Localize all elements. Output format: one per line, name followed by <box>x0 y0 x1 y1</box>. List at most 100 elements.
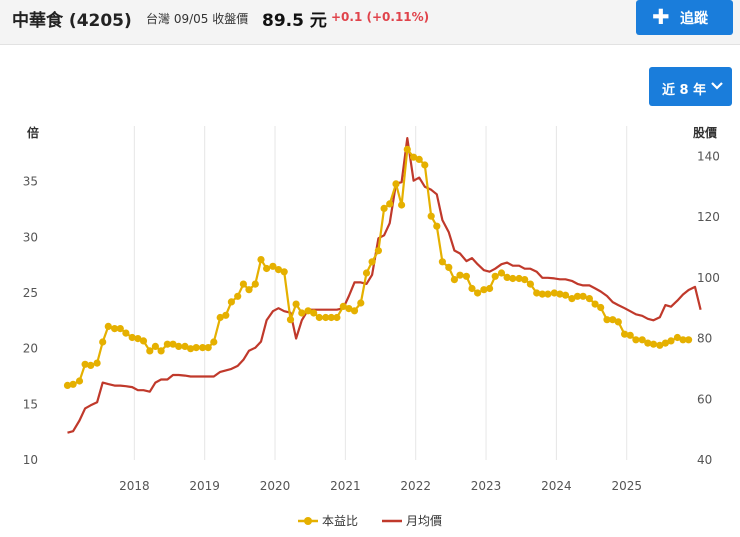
pe-point-47[interactable] <box>339 302 347 310</box>
pe-point-99[interactable] <box>644 339 652 347</box>
pe-point-62[interactable] <box>427 212 435 220</box>
pe-point-103[interactable] <box>667 337 675 345</box>
pe-point-66[interactable] <box>450 276 458 284</box>
pe-point-86[interactable] <box>568 295 576 303</box>
pe-point-96[interactable] <box>626 331 634 339</box>
pe-point-104[interactable] <box>673 333 682 342</box>
pe-point-88[interactable] <box>579 292 587 300</box>
range-selector[interactable]: 近 8 年 <box>649 67 732 106</box>
pe-point-21[interactable] <box>187 345 195 353</box>
pe-point-12[interactable] <box>134 335 142 343</box>
pe-point-100[interactable] <box>649 340 658 348</box>
pe-point-50[interactable] <box>357 299 365 307</box>
pe-point-57[interactable] <box>398 201 406 209</box>
pe-point-77[interactable] <box>515 274 523 283</box>
pe-point-30[interactable] <box>239 280 247 288</box>
pe-point-25[interactable] <box>210 338 218 346</box>
pe-point-27[interactable] <box>222 311 230 319</box>
pe-point-31[interactable] <box>245 286 253 294</box>
pe-point-56[interactable] <box>392 180 400 188</box>
pe-point-36[interactable] <box>274 266 283 274</box>
pe-point-41[interactable] <box>304 307 312 315</box>
pe-point-79[interactable] <box>526 280 535 288</box>
pe-point-17[interactable] <box>163 340 171 348</box>
pe-point-89[interactable] <box>585 295 594 303</box>
pe-point-10[interactable] <box>122 329 130 337</box>
pe-point-23[interactable] <box>199 344 207 352</box>
pe-point-59[interactable] <box>410 153 418 161</box>
pe-point-92[interactable] <box>603 316 611 324</box>
pe-point-51[interactable] <box>362 269 371 277</box>
pe-point-84[interactable] <box>556 290 564 298</box>
pe-point-40[interactable] <box>298 309 306 317</box>
pe-point-72[interactable] <box>486 284 494 293</box>
pe-point-91[interactable] <box>597 303 605 312</box>
pe-point-29[interactable] <box>234 292 242 300</box>
pe-point-34[interactable] <box>263 264 271 273</box>
pe-point-9[interactable] <box>116 325 124 333</box>
pe-point-73[interactable] <box>491 272 499 280</box>
pe-point-37[interactable] <box>280 268 288 276</box>
pe-point-42[interactable] <box>310 309 318 317</box>
pe-point-2[interactable] <box>75 377 84 385</box>
pe-point-61[interactable] <box>421 161 429 169</box>
pe-point-82[interactable] <box>544 290 552 298</box>
pe-point-43[interactable] <box>315 313 323 322</box>
pe-point-71[interactable] <box>480 286 488 294</box>
pe-point-97[interactable] <box>632 336 640 344</box>
legend-item-price[interactable]: 月均價 <box>382 514 442 528</box>
track-button[interactable]: ✚ 追蹤 <box>636 0 733 35</box>
legend-item-pe[interactable]: 本益比 <box>298 514 358 528</box>
pe-point-81[interactable] <box>538 290 546 298</box>
pe-point-13[interactable] <box>139 337 148 345</box>
pe-point-19[interactable] <box>175 342 183 350</box>
pe-point-80[interactable] <box>533 289 541 297</box>
pe-point-35[interactable] <box>269 262 277 270</box>
pe-point-106[interactable] <box>685 336 693 344</box>
pe-point-7[interactable] <box>104 322 112 330</box>
pe-point-6[interactable] <box>99 338 107 346</box>
pe-point-98[interactable] <box>638 336 646 344</box>
pe-point-55[interactable] <box>386 200 394 208</box>
pe-point-1[interactable] <box>69 380 77 388</box>
pe-point-75[interactable] <box>503 273 511 281</box>
pe-point-93[interactable] <box>609 316 617 324</box>
pe-point-52[interactable] <box>368 258 376 266</box>
pe-point-105[interactable] <box>679 336 687 344</box>
pe-point-87[interactable] <box>573 292 582 300</box>
pe-point-8[interactable] <box>111 325 119 333</box>
pe-point-60[interactable] <box>415 155 423 163</box>
pe-point-101[interactable] <box>656 341 664 349</box>
pe-point-32[interactable] <box>251 280 259 288</box>
pe-point-74[interactable] <box>497 269 506 277</box>
pe-point-22[interactable] <box>192 344 200 352</box>
pe-point-4[interactable] <box>87 361 95 369</box>
pe-point-68[interactable] <box>462 272 470 280</box>
pe-point-90[interactable] <box>591 300 599 308</box>
pe-point-64[interactable] <box>438 258 446 266</box>
pe-point-85[interactable] <box>561 291 570 299</box>
pe-point-48[interactable] <box>345 305 353 313</box>
pe-point-53[interactable] <box>374 247 382 255</box>
pe-point-24[interactable] <box>204 344 212 352</box>
pe-point-14[interactable] <box>146 347 154 355</box>
pe-point-33[interactable] <box>257 256 265 264</box>
pe-point-26[interactable] <box>216 313 224 322</box>
pe-point-44[interactable] <box>322 313 330 322</box>
pe-point-39[interactable] <box>292 300 300 308</box>
pe-point-69[interactable] <box>468 284 476 293</box>
pe-point-5[interactable] <box>93 359 101 367</box>
pe-point-67[interactable] <box>456 271 464 279</box>
pe-point-46[interactable] <box>333 313 341 322</box>
pe-point-54[interactable] <box>380 204 388 212</box>
pe-point-76[interactable] <box>509 274 517 283</box>
pe-point-94[interactable] <box>614 318 622 326</box>
pe-point-15[interactable] <box>151 342 159 350</box>
pe-point-102[interactable] <box>661 339 670 347</box>
pe-point-20[interactable] <box>181 342 189 350</box>
pe-point-58[interactable] <box>403 145 411 153</box>
pe-point-83[interactable] <box>550 289 558 297</box>
pe-point-63[interactable] <box>433 222 441 230</box>
pe-point-18[interactable] <box>169 340 177 348</box>
pe-point-49[interactable] <box>350 307 359 315</box>
